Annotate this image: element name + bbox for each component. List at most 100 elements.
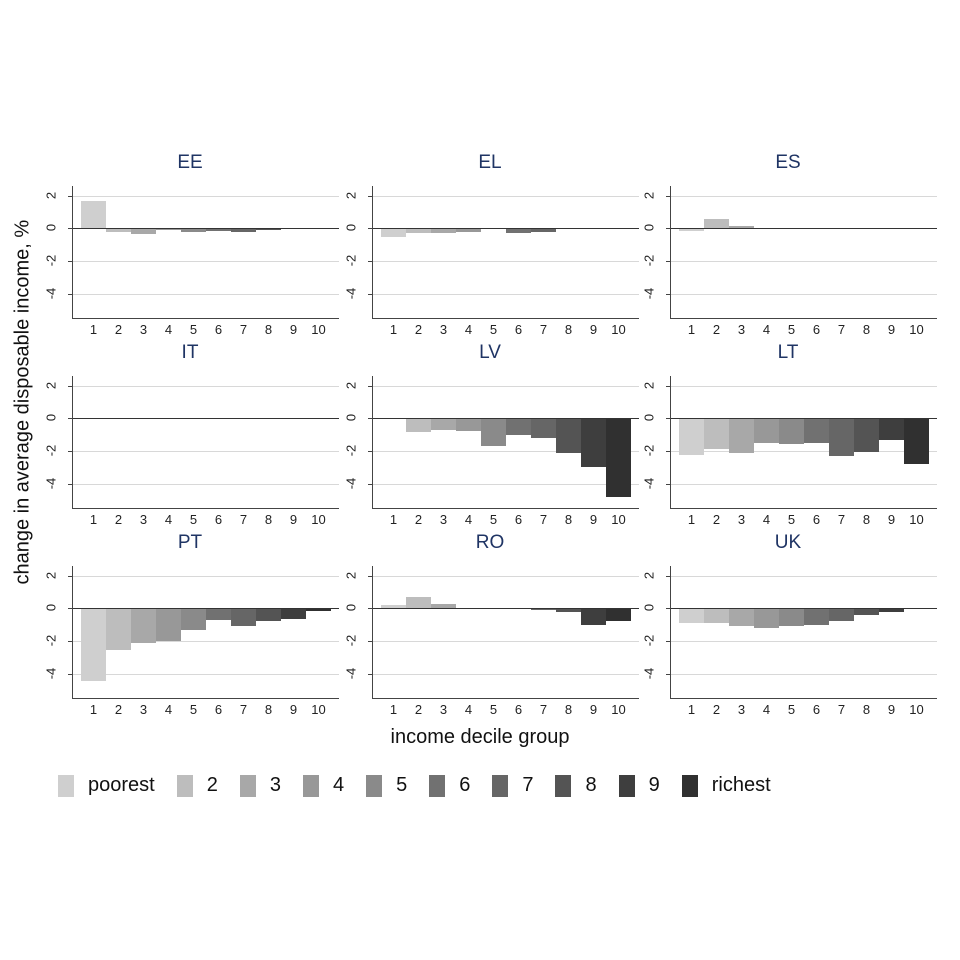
bar-decile-8 [556, 608, 581, 612]
x-tick-label: 1 [687, 512, 696, 527]
bar-decile-2 [704, 418, 729, 450]
panel-title: ES [775, 152, 801, 173]
bar-decile-2 [406, 418, 431, 433]
bar-decile-5 [481, 418, 506, 447]
gridline [73, 195, 339, 197]
panel-uk: UK 2 0 -2 -4 1 2 3 4 5 6 7 8 9 10 [638, 530, 938, 720]
y-tick-label: 2 [43, 571, 59, 579]
x-tick-label: 7 [837, 322, 846, 337]
bar-decile-2 [704, 218, 729, 229]
legend-item: 2 [176, 774, 218, 797]
panel-title: LT [777, 342, 799, 363]
gridline [73, 575, 339, 577]
gridline [73, 293, 339, 295]
bar-decile-1 [679, 228, 704, 231]
x-tick-label: 9 [887, 512, 896, 527]
y-tick-label: 2 [641, 571, 657, 579]
bar-decile-1 [679, 418, 704, 456]
x-tick-label: 4 [762, 322, 771, 337]
x-tick-label: 7 [837, 702, 846, 717]
legend-label: 2 [206, 774, 218, 796]
gridline [373, 293, 639, 295]
legend-swatch [492, 774, 509, 797]
x-tick-label: 9 [289, 512, 298, 527]
y-tick-label: 0 [343, 604, 359, 612]
bar-decile-10 [606, 608, 631, 621]
x-tick-label: 4 [464, 702, 473, 717]
legend-label: 4 [332, 774, 345, 796]
x-tick-label: 4 [164, 512, 173, 527]
gridline [373, 385, 639, 387]
y-tick [368, 450, 373, 452]
y-tick [368, 483, 373, 485]
legend-label: 6 [459, 774, 471, 796]
x-tick-label: 7 [837, 512, 846, 527]
x-tick-label: 10 [311, 322, 326, 337]
legend-swatch [681, 774, 698, 797]
y-tick-label: -4 [343, 477, 359, 489]
bar-decile-5 [779, 418, 804, 445]
x-tick-label: 9 [887, 322, 896, 337]
x-tick-label: 7 [539, 702, 548, 717]
y-tick-label: -2 [641, 634, 657, 647]
y-tick [666, 640, 671, 642]
bar-decile-3 [729, 418, 754, 453]
x-tick-label: 5 [189, 702, 198, 717]
legend-swatch [429, 774, 446, 797]
y-tick [68, 260, 73, 262]
bar-decile-7 [829, 608, 854, 621]
y-tick-label: 2 [43, 381, 59, 389]
x-tick-label: 3 [139, 512, 148, 527]
x-tick-label: 6 [214, 512, 223, 527]
x-tick-label: 9 [589, 512, 598, 527]
plot-area: 2 0 -2 -4 1 2 3 4 5 6 7 8 9 10 [344, 566, 639, 717]
panel-title: EL [478, 152, 502, 173]
y-axis-title: change in average disposable income, % [11, 219, 34, 585]
x-tick-label: 7 [539, 322, 548, 337]
y-tick [68, 385, 73, 387]
y-tick-label: 0 [43, 604, 59, 612]
panel-el: EL 2 0 -2 -4 1 2 3 4 5 6 7 8 9 10 [340, 150, 640, 340]
y-tick-label: -4 [43, 477, 59, 489]
bar-decile-8 [256, 608, 281, 621]
x-tick-label: 8 [564, 702, 573, 717]
y-tick-label: 0 [43, 224, 59, 232]
legend-item: 3 [239, 774, 281, 797]
legend-label: 9 [648, 774, 660, 796]
bar-decile-7 [231, 228, 256, 232]
bar-decile-9 [879, 418, 904, 440]
y-tick-label: 0 [641, 414, 657, 422]
legend-item: 8 [555, 774, 597, 797]
zero-line [373, 228, 639, 230]
legend-item: richest [681, 774, 771, 797]
zero-line [671, 608, 937, 610]
x-tick-label: 8 [862, 512, 871, 527]
x-tick-label: 4 [762, 702, 771, 717]
x-tick-label: 5 [787, 702, 796, 717]
bar-decile-9 [281, 608, 306, 619]
legend-item: 4 [302, 774, 345, 797]
bar-decile-2 [406, 228, 431, 234]
y-tick [368, 293, 373, 295]
gridline [671, 260, 937, 262]
y-tick-label: 2 [43, 191, 59, 199]
x-tick-label: 3 [737, 512, 746, 527]
x-tick-label: 8 [264, 702, 273, 717]
x-tick-label: 1 [389, 322, 398, 337]
legend-label: 7 [522, 774, 534, 796]
panel-ro: RO 2 0 -2 -4 1 2 3 4 5 6 7 8 9 10 [340, 530, 640, 720]
y-tick-label: 2 [641, 381, 657, 389]
x-tick-label: 1 [687, 322, 696, 337]
legend-label: poorest [88, 774, 155, 796]
x-tick-label: 2 [114, 512, 123, 527]
bar-decile-7 [531, 228, 556, 232]
bar-decile-10 [904, 227, 929, 229]
y-tick [666, 450, 671, 452]
y-tick [666, 293, 671, 295]
x-tick-label: 2 [712, 702, 721, 717]
legend-swatch [366, 774, 383, 797]
x-tick-label: 2 [712, 322, 721, 337]
zero-line [373, 418, 639, 420]
x-tick-label: 3 [737, 702, 746, 717]
gridline [373, 260, 639, 262]
